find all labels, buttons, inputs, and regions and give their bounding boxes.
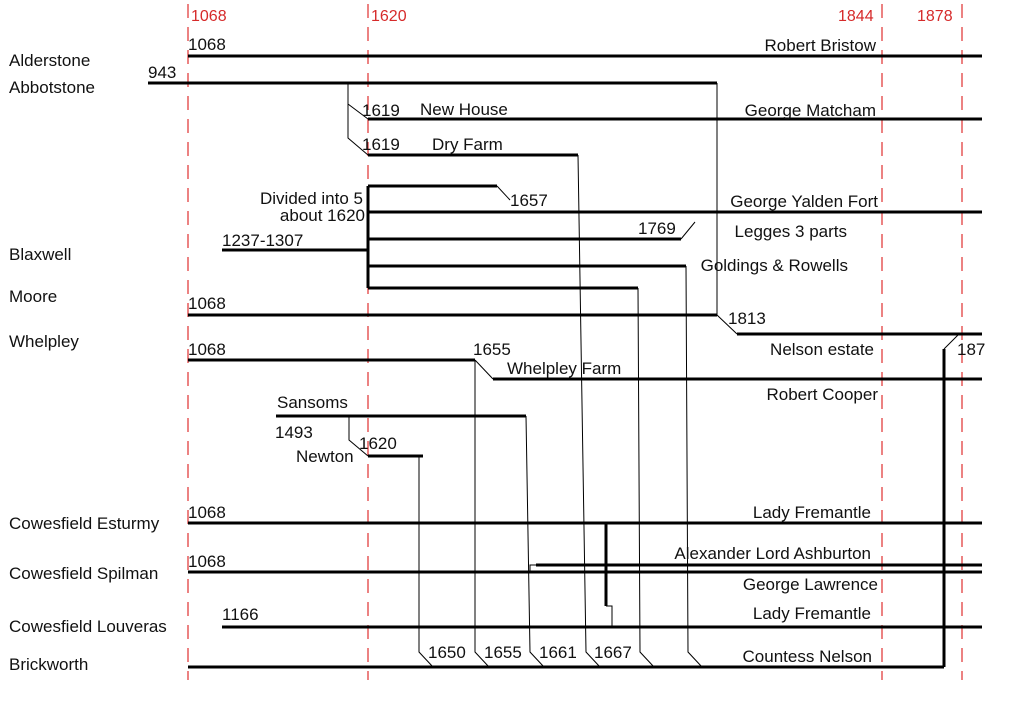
year-1620-newton: 1620 [359, 434, 397, 453]
connector-1878 [943, 334, 959, 350]
year-1657: 1657 [510, 191, 548, 210]
connector-1650 [418, 456, 434, 668]
whelpley-start-year: 1068 [188, 340, 226, 359]
connector-lawrence [606, 605, 613, 627]
estate-label-brickworth: Brickworth [9, 655, 88, 674]
divided-note-line-2: about 1620 [280, 206, 365, 225]
year-1813: 1813 [728, 309, 766, 328]
connector-part-5-to-brickworth [637, 287, 655, 668]
owner-george-matcham: George Matcham [745, 101, 876, 120]
year-1655-brickworth: 1655 [484, 643, 522, 662]
estate-label-abbotstone: Abbotstone [9, 78, 95, 97]
year-label-1068: 1068 [191, 8, 227, 25]
owner-alexander-lord-ashburton: Alexander Lord Ashburton [674, 544, 871, 563]
owner-lady-fremantle-esturmy: Lady Fremantle [753, 503, 871, 522]
estate-label-moore: Moore [9, 287, 57, 306]
connector-1655 [474, 360, 490, 668]
owner-goldings-rowells: Goldings & Rowells [701, 256, 848, 275]
newton-label: Newton [296, 447, 354, 466]
owner-george-yalden-fort: George Yalden Fort [730, 192, 878, 211]
whelpley-farm-label: Whelpley Farm [507, 359, 621, 378]
blaxwell-years: 1237-1307 [222, 231, 303, 250]
louveras-start-year: 1166 [222, 605, 259, 624]
year-1661: 1661 [539, 643, 577, 662]
connector-lines [347, 83, 959, 668]
new-house-label: New House [420, 100, 508, 119]
year-1667: 1667 [594, 643, 632, 662]
year-label-1620: 1620 [371, 8, 407, 25]
abbotstone-start-year: 943 [148, 63, 176, 82]
dry-farm-year: 1619 [362, 135, 400, 154]
year-1769: 1769 [638, 219, 676, 238]
connector-1661 [525, 415, 545, 668]
connector-newton [348, 416, 369, 457]
connector-goldings-to-brickworth [685, 265, 703, 668]
estate-label-alderstone: Alderstone [9, 51, 90, 70]
connector-dry-farm [347, 104, 369, 156]
connector-1667 [577, 154, 601, 668]
esturmy-start-year: 1068 [188, 503, 226, 522]
owner-countess-nelson: Countess Nelson [743, 647, 872, 666]
estate-label-cowesfield-spilman: Cowesfield Spilman [9, 564, 158, 583]
new-house-year: 1619 [362, 101, 400, 120]
connector-whelpley-farm [474, 359, 494, 380]
spilman-start-year: 1068 [188, 552, 226, 571]
owner-lady-fremantle-louveras: Lady Fremantle [753, 604, 871, 623]
year-1655-whelpley: 1655 [473, 340, 511, 359]
year-1650: 1650 [428, 643, 466, 662]
owner-nelson-estate: Nelson estate [770, 340, 874, 359]
owner-robert-bristow: Robert Bristow [765, 36, 877, 55]
estate-label-cowesfield-louveras: Cowesfield Louveras [9, 617, 167, 636]
connector-1657 [496, 185, 511, 201]
owner-george-lawrence: George Lawrence [743, 575, 878, 594]
connector-abbotstone-moore [716, 83, 738, 335]
estate-label-whelpley: Whelpley [9, 332, 79, 351]
year-label-1844: 1844 [838, 8, 874, 25]
year-1878-cut: 187 [957, 340, 985, 359]
moore-start-year: 1068 [188, 294, 226, 313]
owner-legges: Legges 3 parts [735, 222, 847, 241]
connector-1769 [680, 221, 696, 240]
year-label-1878: 1878 [917, 8, 953, 25]
year-1493: 1493 [275, 423, 313, 442]
connector-ashburton [529, 564, 536, 572]
estate-label-cowesfield-esturmy: Cowesfield Esturmy [9, 514, 160, 533]
sansoms-label: Sansoms [277, 393, 348, 412]
dry-farm-label: Dry Farm [432, 135, 503, 154]
alderstone-start-year: 1068 [188, 35, 226, 54]
divided-note-line-1: Divided into 5 [260, 189, 363, 208]
estate-label-blaxwell: Blaxwell [9, 245, 71, 264]
owner-robert-cooper: Robert Cooper [766, 385, 878, 404]
